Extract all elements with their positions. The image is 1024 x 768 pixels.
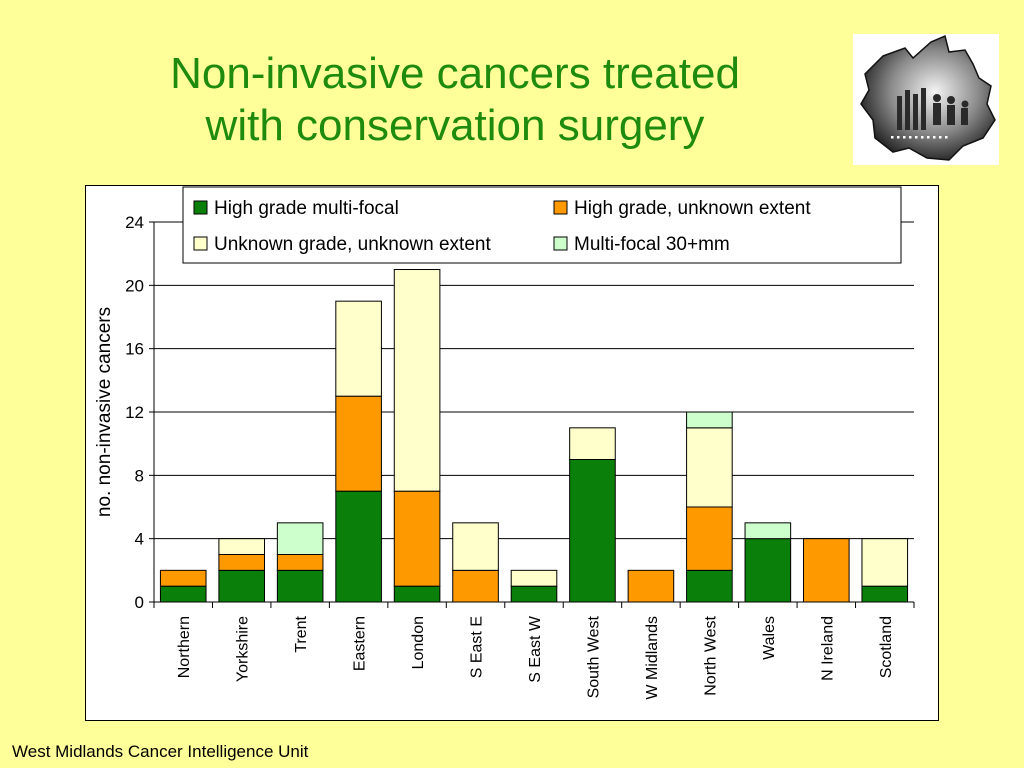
bar-segment xyxy=(393,269,441,492)
legend-label: Unknown grade, unknown extent xyxy=(214,234,491,255)
x-category-label: Yorkshire xyxy=(235,616,252,682)
bar-segment xyxy=(686,427,733,508)
bar-segment xyxy=(276,569,324,603)
x-category-label: Trent xyxy=(293,615,310,652)
bar-segment xyxy=(218,538,265,555)
footer-credit: West Midlands Cancer Intelligence Unit xyxy=(12,742,309,761)
x-category-label: N Ireland xyxy=(819,616,836,681)
bar-segment xyxy=(861,585,909,603)
bar-segment xyxy=(744,522,792,540)
bar-segment xyxy=(159,585,207,603)
bar-segment xyxy=(861,538,909,587)
y-tick-label: 16 xyxy=(125,340,144,359)
x-category-label: W Midlands xyxy=(644,616,661,700)
bar-segment xyxy=(803,538,850,603)
y-tick-label: 20 xyxy=(125,276,144,295)
bar-segment xyxy=(335,490,382,603)
x-category-label: Eastern xyxy=(352,616,369,671)
bar-segment xyxy=(276,554,324,571)
legend-box xyxy=(182,186,902,264)
x-category-label: Wales xyxy=(761,616,778,660)
y-tick-label: 8 xyxy=(135,466,144,485)
bar-segment xyxy=(686,569,733,603)
y-tick-label: 0 xyxy=(135,593,144,612)
legend-label: High grade multi-focal xyxy=(214,198,399,219)
bar-segment xyxy=(744,538,792,603)
bar-segment xyxy=(218,569,265,603)
x-category-label: Northern xyxy=(176,616,193,678)
y-axis-label: no. non-invasive cancers xyxy=(94,307,115,517)
bar-segment xyxy=(686,506,733,571)
x-category-label: North West xyxy=(702,615,719,695)
x-category-label: South West xyxy=(585,615,602,698)
legend-swatch xyxy=(553,200,568,215)
legend-swatch xyxy=(193,200,208,215)
bar-segment xyxy=(159,569,207,587)
bar-segment xyxy=(569,459,616,603)
bar-segment xyxy=(335,300,382,397)
bar-segment xyxy=(452,522,499,571)
bar-segment xyxy=(393,585,441,603)
logo xyxy=(853,34,999,165)
y-tick-label: 12 xyxy=(125,403,144,422)
x-category-label: Scotland xyxy=(878,616,895,678)
bar-segment xyxy=(569,427,616,460)
bar-segment xyxy=(335,395,382,492)
slide-title: Non-invasive cancers treated with conser… xyxy=(60,48,850,152)
x-category-label: S East E xyxy=(469,616,486,678)
chart-container: 0 4 8 12 16 20 24 Northern Yorkshire Trent Eastern… xyxy=(85,185,939,721)
stacked-bar-chart: 0 4 8 12 16 20 24 Northern Yorkshire Trent Eastern… xyxy=(94,186,915,700)
bar-segment xyxy=(510,569,558,587)
bar-segment xyxy=(686,411,733,429)
bar-segment xyxy=(510,585,558,603)
x-category-label: London xyxy=(410,616,427,669)
bar-segment xyxy=(452,569,499,603)
legend-label: High grade, unknown extent xyxy=(574,198,811,219)
bar-segment xyxy=(627,569,675,603)
bar-segment xyxy=(393,490,441,587)
y-tick-label: 4 xyxy=(135,530,144,549)
legend-label: Multi-focal 30+mm xyxy=(574,234,730,255)
legend-swatch xyxy=(553,236,568,251)
legend-swatch xyxy=(193,236,208,251)
slide-title-line-2: with conservation surgery xyxy=(205,101,705,150)
bar-segment xyxy=(276,522,324,556)
x-category-label: S East W xyxy=(527,615,544,683)
west-midlands-map-logo-icon xyxy=(860,34,996,161)
slide-title-line-1: Non-invasive cancers treated xyxy=(170,49,740,98)
y-tick-label: 24 xyxy=(125,213,144,232)
bar-segment xyxy=(218,554,265,571)
